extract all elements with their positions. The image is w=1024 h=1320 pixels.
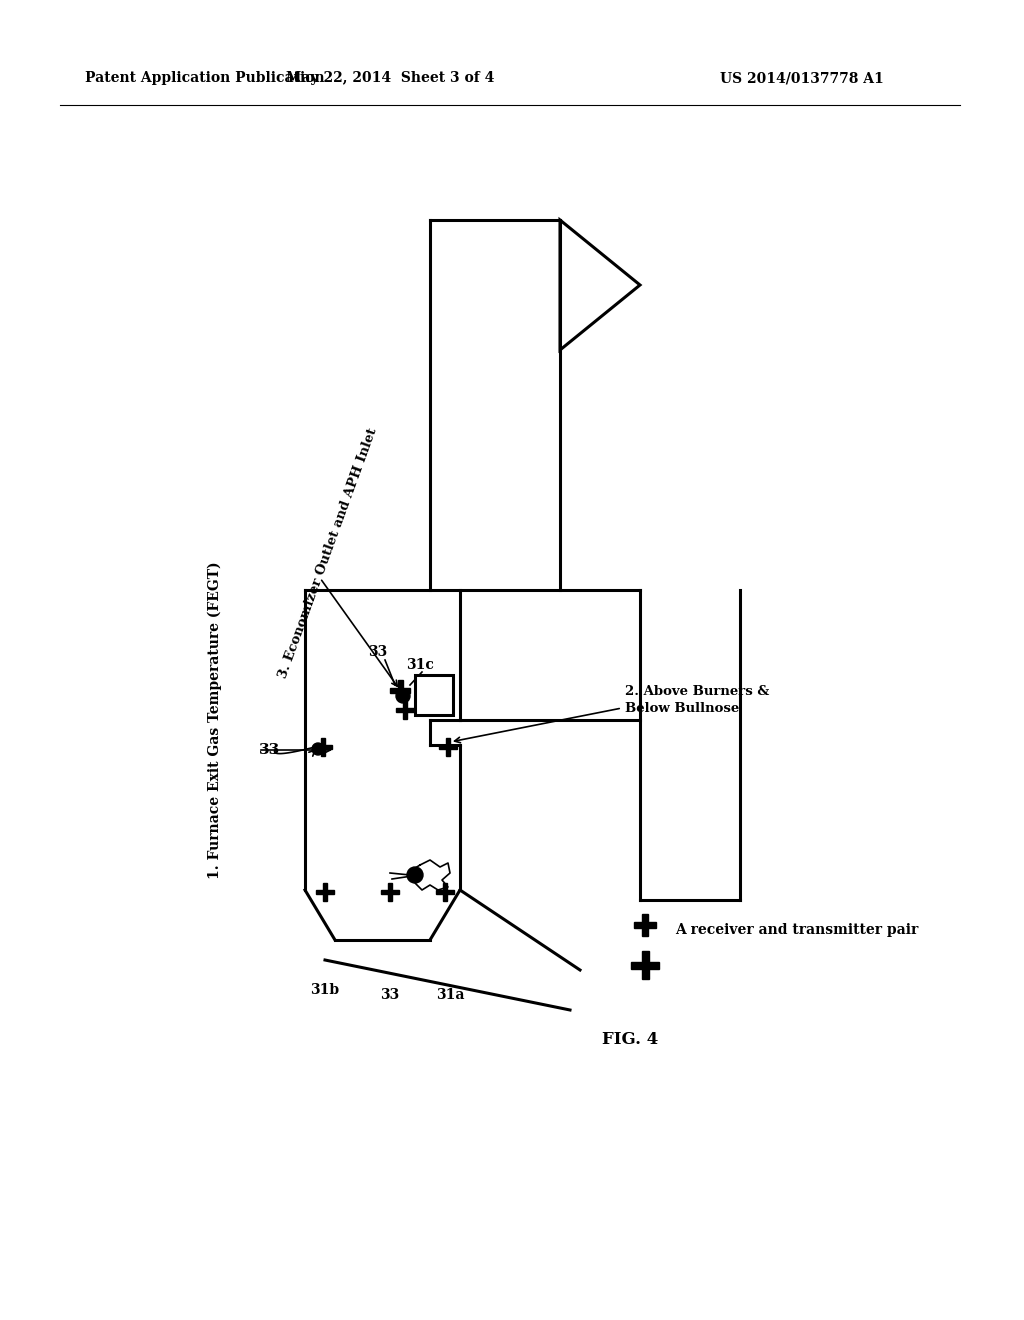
Bar: [445, 738, 451, 756]
Bar: [631, 961, 659, 969]
Bar: [314, 744, 332, 750]
Circle shape: [396, 689, 410, 704]
Bar: [321, 738, 326, 756]
Bar: [634, 923, 656, 928]
Bar: [316, 890, 334, 894]
Bar: [439, 744, 457, 750]
Bar: [641, 950, 648, 979]
Text: 31a: 31a: [436, 987, 464, 1002]
Bar: [390, 688, 410, 693]
Text: 31c: 31c: [407, 657, 434, 672]
Text: 33: 33: [380, 987, 399, 1002]
Bar: [397, 680, 402, 700]
Text: 33: 33: [259, 743, 281, 756]
Text: Patent Application Publication: Patent Application Publication: [85, 71, 325, 84]
Text: 1. Furnace Exit Gas Temperature (FEGT): 1. Furnace Exit Gas Temperature (FEGT): [208, 561, 222, 879]
Text: 31b: 31b: [310, 983, 340, 997]
Text: FIG. 4: FIG. 4: [602, 1031, 658, 1048]
Text: 2. Above Burners &
Below Bullnose: 2. Above Burners & Below Bullnose: [625, 685, 769, 715]
Bar: [436, 890, 454, 894]
Text: 3. Economizer Outlet and APH Inlet: 3. Economizer Outlet and APH Inlet: [276, 426, 380, 680]
Text: May 22, 2014  Sheet 3 of 4: May 22, 2014 Sheet 3 of 4: [286, 71, 495, 84]
Bar: [323, 883, 328, 902]
Bar: [381, 890, 399, 894]
Text: 33: 33: [369, 645, 388, 659]
Circle shape: [407, 867, 423, 883]
Text: A receiver and transmitter pair: A receiver and transmitter pair: [675, 923, 919, 937]
Bar: [442, 883, 447, 902]
Bar: [396, 708, 414, 713]
Bar: [402, 701, 408, 719]
Circle shape: [312, 743, 324, 755]
Text: US 2014/0137778 A1: US 2014/0137778 A1: [720, 71, 884, 84]
Bar: [388, 883, 392, 902]
Bar: [642, 913, 648, 936]
Bar: [415, 675, 453, 715]
